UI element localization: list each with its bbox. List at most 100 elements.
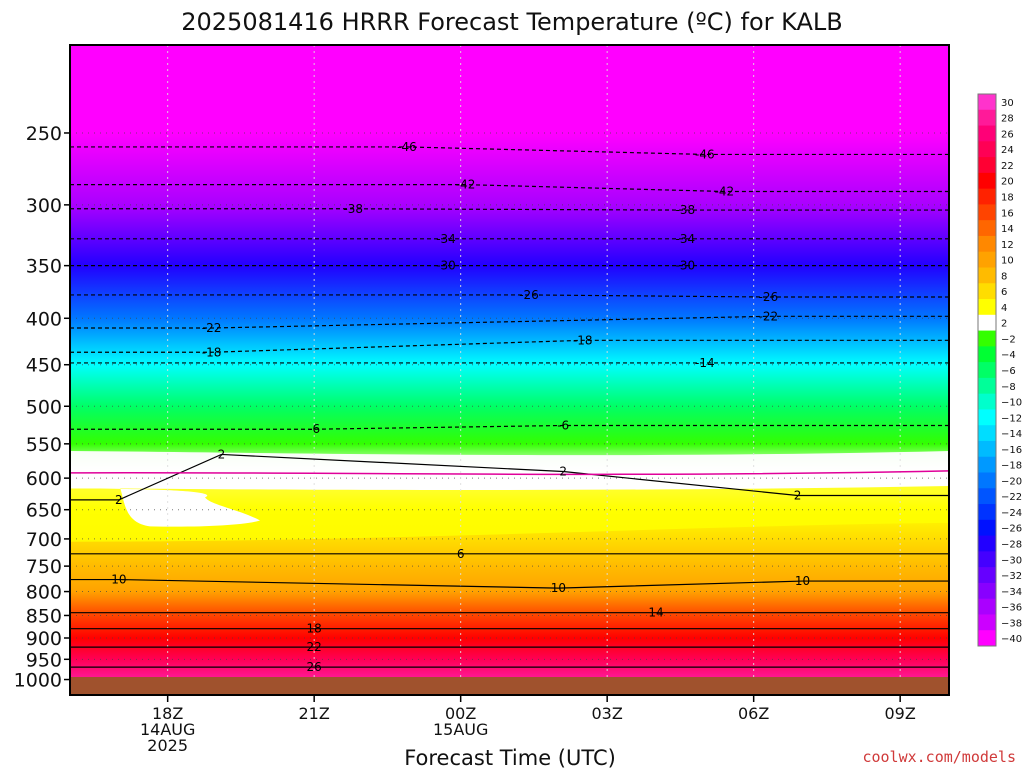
colorbar-frame <box>977 93 997 647</box>
chart-title: 2025081416 HRRR Forecast Temperature (ºC… <box>181 8 843 36</box>
colorbar-label: −20 <box>1001 476 1022 487</box>
contour-label: -6 <box>308 422 320 436</box>
contour-label: 2 <box>559 465 567 479</box>
colorbar-label: −2 <box>1001 334 1016 345</box>
y-tick-label: 550 <box>26 434 62 456</box>
x-tick-label: 03Z <box>592 704 623 723</box>
contour-label: -14 <box>695 356 715 370</box>
colorbar-label: −12 <box>1001 413 1022 424</box>
contour-label: -38 <box>343 202 363 216</box>
colorbar-swatch <box>978 393 996 410</box>
contour-label: -6 <box>557 418 569 432</box>
contour-label: -18 <box>573 333 593 347</box>
credit-text: coolwx.com/models <box>862 748 1016 766</box>
y-tick-label: 350 <box>26 256 62 278</box>
colorbar-swatch <box>978 362 996 379</box>
colorbar-swatch <box>978 567 996 584</box>
colorbar-label: −36 <box>1001 603 1022 614</box>
colorbar-label: −38 <box>1001 618 1022 629</box>
isotherm-line <box>70 453 949 501</box>
colorbar-swatch <box>978 346 996 363</box>
contour-label: -42 <box>715 184 735 198</box>
contour-label: 10 <box>551 581 566 595</box>
colorbar-swatch <box>978 220 996 237</box>
y-tick-label: 400 <box>26 308 62 330</box>
x-tick-label: 06Z <box>738 704 769 723</box>
colorbar-label: 18 <box>1001 193 1014 204</box>
colorbar-swatch <box>978 157 996 174</box>
x-tick-label: 2025 <box>147 736 188 755</box>
colorbar-swatch <box>978 299 996 316</box>
colorbar-swatch <box>978 598 996 615</box>
warm-layer-band <box>70 485 949 542</box>
colorbar-swatch <box>978 409 996 426</box>
x-tick-label: 18Z <box>152 704 183 723</box>
contour-label: -30 <box>675 259 695 273</box>
isotherm-line <box>70 315 949 329</box>
contour-label: -34 <box>675 232 695 246</box>
colorbar-swatch <box>978 582 996 600</box>
isotherm-contours <box>70 146 949 668</box>
colorbar-label: 16 <box>1001 208 1014 219</box>
colorbar-label: 22 <box>1001 161 1014 172</box>
colorbar-swatch <box>978 172 996 190</box>
colorbar-swatch <box>978 314 996 332</box>
contour-label: -38 <box>675 203 695 217</box>
colorbar-swatch <box>978 630 996 647</box>
x-axis-label: Forecast Time (UTC) <box>404 746 616 768</box>
isotherm-line <box>70 208 949 211</box>
colorbar-label: −14 <box>1001 429 1022 440</box>
contour-label: -22 <box>202 321 222 335</box>
y-tick-label: 950 <box>26 649 62 671</box>
colorbar-swatch <box>978 204 996 221</box>
colorbar-label: −10 <box>1001 398 1022 409</box>
colorbar-swatch <box>978 94 996 111</box>
contour-label: -34 <box>436 232 456 246</box>
contour-label: 2 <box>218 447 226 461</box>
isotherm-line <box>70 578 949 589</box>
contour-label: 6 <box>457 547 465 561</box>
y-tick-label: 700 <box>26 529 62 551</box>
contour-label: -18 <box>202 345 222 359</box>
colorbar-label: 28 <box>1001 114 1014 125</box>
colorbar-swatch <box>978 267 996 284</box>
colorbar-label: 6 <box>1001 287 1007 298</box>
colorbar-label: −40 <box>1001 634 1022 645</box>
colorbar-label: −26 <box>1001 524 1022 535</box>
x-tick-label: 09Z <box>885 704 916 723</box>
y-tick-label: 600 <box>26 468 62 490</box>
freezing-layer-band <box>70 450 949 484</box>
contour-label: 26 <box>307 660 322 674</box>
colorbar-swatch <box>978 330 996 347</box>
colorbar-label: −6 <box>1001 366 1016 377</box>
plot-frame <box>69 44 950 696</box>
isotherm-line <box>70 184 949 193</box>
y-tick-label: 250 <box>26 123 62 145</box>
colorbar-label: 26 <box>1001 129 1014 140</box>
contour-label: 2 <box>794 488 802 502</box>
contour-label: 18 <box>307 622 322 636</box>
colorbar-swatch <box>978 614 996 631</box>
colorbar-swatch <box>978 504 996 521</box>
colorbar-label: −16 <box>1001 445 1022 456</box>
colorbar-swatch <box>978 551 996 568</box>
temperature-field <box>70 45 949 695</box>
colorbar-swatch <box>978 188 996 205</box>
colorbar-swatch <box>978 141 996 158</box>
colorbar-swatch <box>978 109 996 127</box>
isotherm-line <box>70 146 949 156</box>
colorbar-label: 20 <box>1001 177 1014 188</box>
plot-area: -46 -46 -42 -42 -38 -38 -34 -34 -30 -30 -26 -26 -22 -… <box>70 45 949 695</box>
colorbar: 30 28 26 24 22 20 18 16 14 12 10 8 6 4 2 −2 −4 −6 −8 −10 −12… <box>977 93 1022 647</box>
colorbar-swatch <box>978 488 996 505</box>
colorbar-label: −18 <box>1001 461 1022 472</box>
colorbar-label: 30 <box>1001 98 1014 109</box>
temperature-bands <box>70 450 949 542</box>
colorbar-label: −24 <box>1001 508 1022 519</box>
contour-label: -22 <box>759 309 779 323</box>
contour-label: -30 <box>436 259 456 273</box>
contour-label: -46 <box>397 140 417 154</box>
colorbar-swatch <box>978 283 996 300</box>
